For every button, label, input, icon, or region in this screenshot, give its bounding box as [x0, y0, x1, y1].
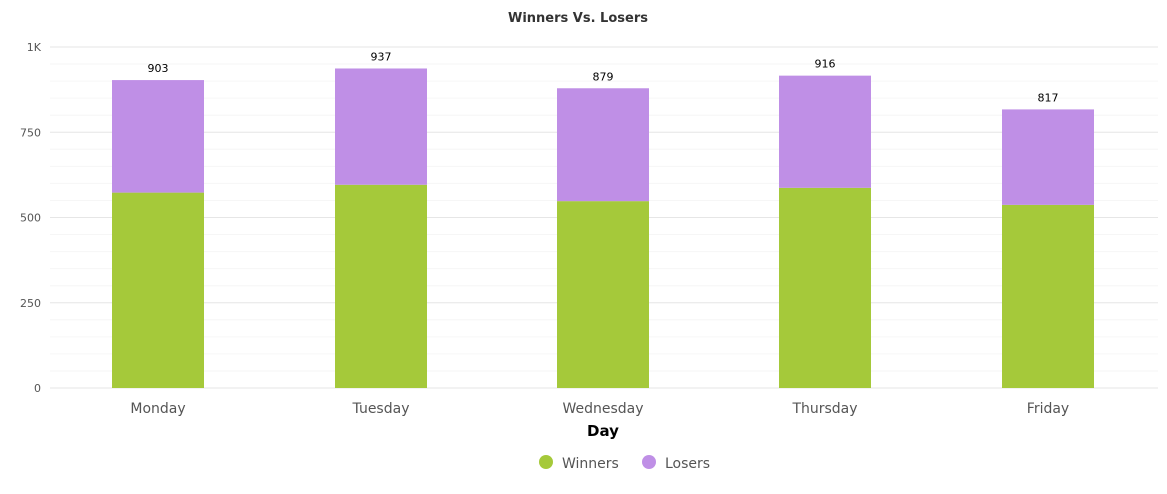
chart-title: Winners Vs. Losers: [508, 11, 648, 26]
bar-winners-friday[interactable]: [1002, 204, 1094, 388]
bar-winners-thursday[interactable]: [779, 187, 871, 388]
legend: Winners Losers: [539, 455, 710, 472]
y-tick-label: 250: [20, 297, 41, 310]
bar-winners-wednesday[interactable]: [557, 201, 649, 388]
bar-losers-tuesday[interactable]: [335, 68, 427, 185]
x-tick-label: Monday: [130, 401, 185, 417]
x-tick-label: Friday: [1027, 401, 1069, 417]
y-tick-label: 500: [20, 212, 41, 225]
legend-marker: [539, 455, 553, 469]
total-label: 903: [148, 62, 169, 75]
x-tick-label: Tuesday: [352, 401, 410, 417]
legend-item-losers[interactable]: Losers: [642, 455, 710, 472]
bar-winners-monday[interactable]: [112, 192, 204, 388]
y-tick-label: 1K: [27, 41, 42, 54]
legend-marker: [642, 455, 656, 469]
x-tick-label: Wednesday: [562, 401, 643, 417]
data-labels: 903 937 879 916 817: [148, 50, 1059, 104]
total-label: 937: [371, 50, 392, 63]
total-label: 817: [1038, 91, 1059, 104]
bars: [112, 68, 1094, 388]
y-axis: 0 250 500 750 1K: [20, 41, 42, 395]
x-axis-title: Day: [587, 422, 619, 440]
bar-losers-monday[interactable]: [112, 80, 204, 193]
x-axis: Monday Tuesday Wednesday Thursday Friday: [130, 401, 1069, 417]
bar-winners-tuesday[interactable]: [335, 184, 427, 388]
legend-label: Winners: [562, 456, 619, 472]
y-tick-label: 750: [20, 126, 41, 139]
legend-label: Losers: [665, 456, 710, 472]
bar-losers-wednesday[interactable]: [557, 88, 649, 202]
total-label: 879: [593, 70, 614, 83]
y-tick-label: 0: [34, 382, 41, 395]
x-tick-label: Thursday: [791, 401, 857, 417]
total-label: 916: [815, 58, 836, 71]
bar-losers-thursday[interactable]: [779, 75, 871, 188]
legend-item-winners[interactable]: Winners: [539, 455, 619, 472]
bar-losers-friday[interactable]: [1002, 109, 1094, 205]
